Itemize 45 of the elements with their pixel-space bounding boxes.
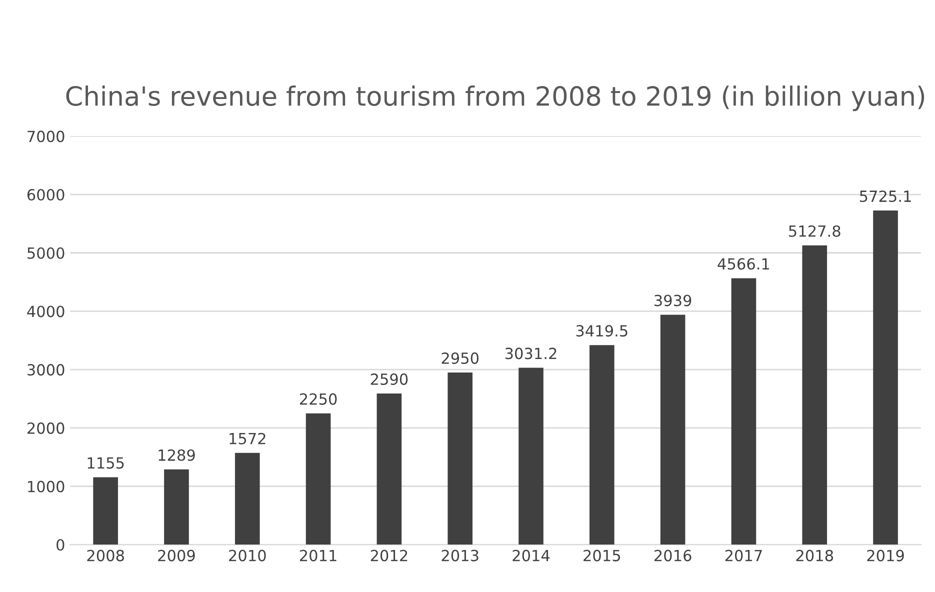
y-tick-label: 3000 xyxy=(28,364,64,376)
y-tick-label: 7000 xyxy=(28,130,64,142)
x-tick-label: 2013 xyxy=(442,550,478,562)
x-tick-label: 2014 xyxy=(512,550,550,562)
data-label: 1289 xyxy=(158,449,195,461)
x-tick-label: 2010 xyxy=(229,550,266,562)
bar xyxy=(660,314,686,545)
y-tick-label: 0 xyxy=(56,539,64,551)
bar xyxy=(873,210,898,545)
bar xyxy=(93,477,118,545)
bar xyxy=(731,278,756,545)
bar xyxy=(448,372,473,545)
data-label: 3939 xyxy=(654,294,692,306)
bar xyxy=(802,245,828,545)
data-label: 1572 xyxy=(230,432,266,444)
x-tick-label: 2012 xyxy=(370,550,408,562)
y-tick-label: 6000 xyxy=(27,188,64,201)
bar xyxy=(306,413,331,545)
data-label: 4566.1 xyxy=(718,258,770,270)
data-label: 2950 xyxy=(442,352,479,364)
x-tick-label: 2019 xyxy=(867,550,904,562)
data-label: 3419.5 xyxy=(576,325,628,337)
chart-title: China's revenue from tourism from 2008 to 2019 (in billion yuan) xyxy=(66,86,924,112)
y-tick-label: 1000 xyxy=(28,480,64,492)
x-tick-label: 2008 xyxy=(87,550,124,562)
data-label: 2590 xyxy=(370,373,408,385)
y-tick-label: 4000 xyxy=(27,306,64,318)
bar xyxy=(164,469,189,545)
x-tick-label: 2016 xyxy=(654,550,692,562)
y-tick-label: 2000 xyxy=(28,422,64,434)
bar xyxy=(234,452,260,545)
x-tick-label: 2015 xyxy=(584,550,620,562)
x-tick-label: 2017 xyxy=(725,550,762,562)
y-tick-label: 5000 xyxy=(28,247,64,259)
data-label: 5127.8 xyxy=(789,225,840,237)
data-label: 3031.2 xyxy=(505,348,556,360)
x-tick-label: 2018 xyxy=(796,550,834,562)
x-tick-label: 2011 xyxy=(300,550,336,562)
data-label: 1155 xyxy=(88,457,124,469)
bar xyxy=(518,368,544,545)
data-label: 5725.1 xyxy=(860,190,911,202)
data-label: 2250 xyxy=(300,393,337,405)
bar xyxy=(590,345,614,545)
x-tick-label: 2009 xyxy=(158,550,195,562)
bar xyxy=(376,394,402,545)
